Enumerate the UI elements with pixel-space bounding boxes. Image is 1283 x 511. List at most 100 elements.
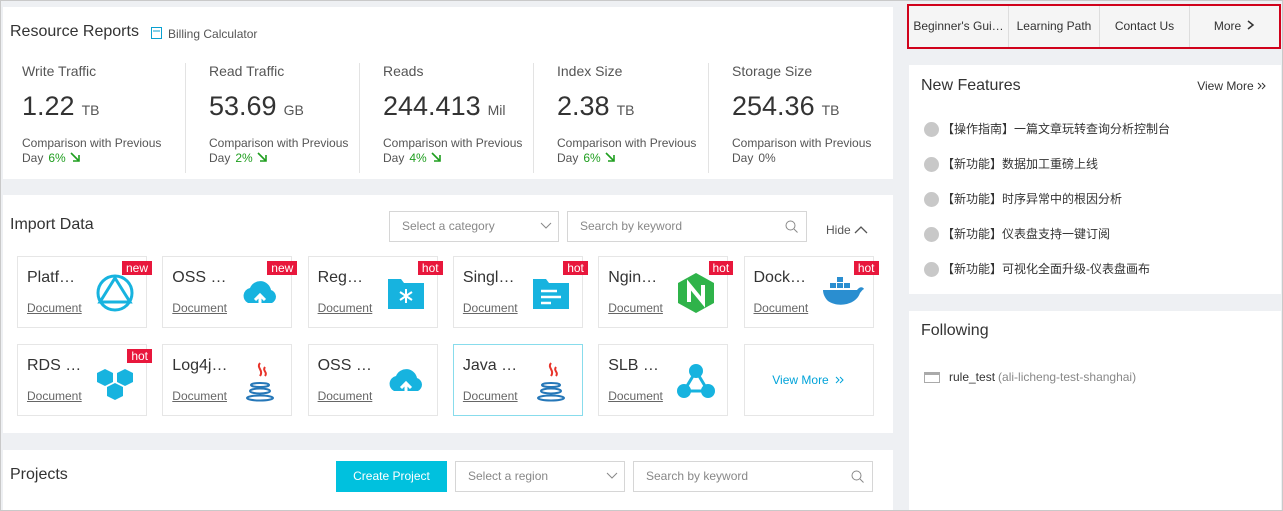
icon-shape	[96, 274, 134, 312]
billing-link[interactable]: Billing Calculator	[168, 27, 258, 41]
divider	[185, 63, 186, 173]
search-input[interactable]: Search by keyword	[633, 461, 873, 492]
source-card[interactable]: SLB … Document	[598, 344, 729, 416]
region-select[interactable]: Select a region	[455, 461, 625, 492]
source-card[interactable]: Singl… Document hot	[452, 256, 588, 328]
icon-shape	[431, 152, 441, 162]
change-value: 6%	[48, 151, 66, 165]
document-link[interactable]: Document	[608, 389, 663, 403]
icon-shape	[836, 283, 843, 288]
metric-label: Read Traffic	[209, 63, 285, 79]
icon-shape	[249, 387, 272, 395]
value-number: 2.38	[557, 91, 610, 121]
icon-shape	[536, 394, 565, 402]
view-more-card[interactable]: View More	[743, 344, 874, 416]
source-card[interactable]: OSS … Document new	[162, 256, 298, 328]
comparison-text: Comparison with Previous Day	[209, 136, 349, 165]
source-card[interactable]: Platf… Document new	[17, 256, 152, 328]
icon-shape	[151, 27, 162, 39]
document-link[interactable]: Document	[317, 301, 373, 315]
feature-item[interactable]: 【新功能】仪表盘支持一键订阅	[942, 227, 1111, 241]
document-link[interactable]: Document	[753, 301, 809, 315]
create-project-button[interactable]: Create Project	[336, 461, 447, 492]
feature-item[interactable]: 【新功能】可视化全面升级-仪表盘画布	[942, 262, 1150, 276]
card-badge: hot	[563, 261, 588, 275]
icon-shape	[548, 362, 558, 377]
link-label: View More	[772, 373, 829, 387]
hide-toggle[interactable]: Hide	[826, 223, 868, 237]
document-link[interactable]: Document	[462, 301, 518, 315]
icon-shape	[243, 281, 277, 303]
top-tab[interactable]: Beginner's Gui…	[909, 6, 1009, 47]
icon-shape	[246, 394, 275, 402]
document-link[interactable]: Document	[462, 389, 518, 403]
icon-shape	[97, 275, 133, 304]
document-link[interactable]: Document	[317, 389, 373, 403]
document-link[interactable]: Document	[27, 389, 82, 403]
change-value: 2%	[235, 151, 253, 165]
project-icon	[924, 372, 940, 383]
search-input[interactable]: Search by keyword	[567, 211, 807, 242]
source-card[interactable]: Java … Document	[452, 344, 583, 416]
card-badge: hot	[853, 261, 879, 275]
value-number: 254.36	[732, 91, 815, 121]
top-tab[interactable]: Learning Path	[1009, 6, 1100, 47]
change-value: 4%	[409, 151, 427, 165]
icon-shape	[107, 383, 123, 400]
top-tab[interactable]: More	[1190, 6, 1279, 47]
icon-shape	[793, 228, 798, 233]
double-chevron	[1257, 82, 1266, 90]
icon-shape	[859, 478, 864, 483]
category-select[interactable]: Select a category	[389, 211, 559, 242]
card-icon	[677, 364, 716, 398]
card-badge: new	[121, 261, 152, 275]
card-name: Java …	[462, 357, 518, 374]
source-card[interactable]: Dock… Document hot	[743, 256, 879, 328]
trend-arrow	[257, 152, 267, 162]
metric-value: 2.38 TB	[557, 91, 634, 122]
feature-item[interactable]: 【操作指南】一篇文章玩转查询分析控制台	[942, 122, 1171, 136]
placeholder: Search by keyword	[580, 219, 683, 233]
card-name: RDS …	[27, 357, 82, 374]
chevron-up	[854, 226, 868, 234]
icon-shape	[399, 289, 413, 303]
icon-shape	[851, 470, 862, 481]
metric-comparison: Comparison with Previous Day 4%	[383, 136, 533, 166]
metric-label: Index Size	[557, 63, 623, 79]
document-link[interactable]: Document	[172, 301, 227, 315]
card-name: Platf…	[27, 269, 76, 286]
link-label: View More	[1197, 79, 1254, 93]
following-item[interactable]: rule_test (ali-licheng-test-shanghai)	[949, 370, 1136, 384]
document-link[interactable]: Document	[608, 301, 663, 315]
source-card[interactable]: Log4j… Document	[162, 344, 293, 416]
icon-shape	[829, 283, 836, 288]
source-card[interactable]: Ngin… Document hot	[598, 256, 734, 328]
metric-comparison: Comparison with Previous Day 2%	[209, 136, 359, 166]
feature-item[interactable]: 【新功能】数据加工重磅上线	[942, 157, 1099, 171]
source-card[interactable]: RDS … Document hot	[17, 344, 152, 416]
icon-shape	[70, 152, 80, 162]
icon-shape	[835, 376, 840, 384]
card-icon	[532, 279, 569, 309]
top-tabs: Beginner's Gui… Learning Path Contact Us Mo…	[907, 4, 1281, 49]
icon-shape	[254, 292, 267, 307]
view-more-link[interactable]: View More	[1197, 79, 1266, 93]
card-icon	[822, 277, 864, 305]
trend-arrow	[431, 152, 441, 162]
document-link[interactable]: Document	[27, 301, 82, 315]
metric-value: 53.69 GB	[209, 91, 304, 122]
feature-item[interactable]: 【新功能】时序异常中的根因分析	[942, 192, 1123, 206]
document-link[interactable]: Document	[172, 389, 227, 403]
card-icon	[389, 369, 422, 395]
top-tab[interactable]: Contact Us	[1100, 6, 1190, 47]
panel-title: Projects	[10, 466, 68, 483]
change-value: 6%	[583, 151, 601, 165]
source-card[interactable]: OSS … Document	[307, 344, 438, 416]
source-card[interactable]: Reg… Document hot	[307, 256, 443, 328]
change-value: 0%	[758, 151, 776, 165]
icon-shape	[605, 152, 615, 162]
tab-label: More	[1213, 19, 1242, 33]
trend-arrow	[605, 152, 615, 162]
comparison-text: Comparison with Previous Day	[383, 136, 523, 165]
